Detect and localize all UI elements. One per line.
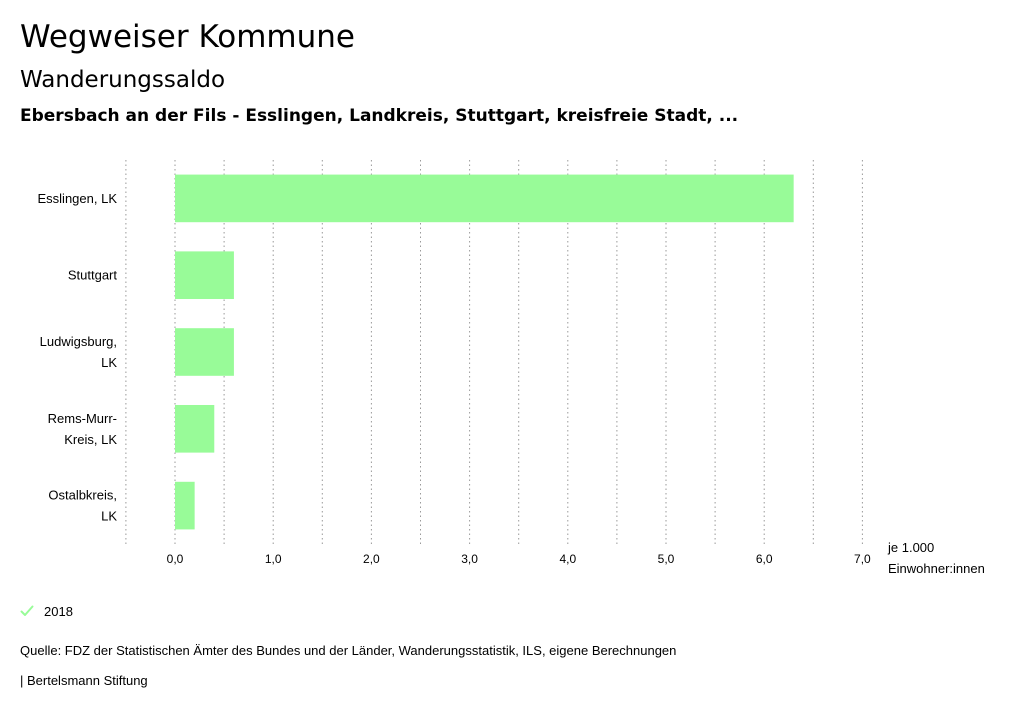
x-tick-label: 7,0 xyxy=(854,552,871,566)
x-tick-label: 0,0 xyxy=(167,552,184,566)
grid-lines xyxy=(125,160,863,544)
legend-label: 2018 xyxy=(44,603,73,619)
category-label: Stuttgart xyxy=(68,268,118,283)
x-tick-label: 1,0 xyxy=(265,552,282,566)
bar-chart: Esslingen, LK Stuttgart Ludwigsburg, LK Rems… xyxy=(38,160,985,576)
category-labels: Esslingen, LK Stuttgart Ludwigsburg, LK Rems… xyxy=(38,191,118,524)
bars xyxy=(175,174,794,530)
region-heading: Ebersbach an der Fils - Esslingen, Landk… xyxy=(20,106,739,126)
x-axis-unit-label: je 1.000 xyxy=(887,540,934,555)
chart-subtitle: Wanderungssaldo xyxy=(20,67,226,93)
bar[interactable] xyxy=(175,481,195,530)
x-tick-label: 3,0 xyxy=(461,552,478,566)
x-tick-label: 5,0 xyxy=(658,552,675,566)
page-title: Wegweiser Kommune xyxy=(20,19,355,55)
x-tick-label: 4,0 xyxy=(559,552,576,566)
legend[interactable]: 2018 xyxy=(20,601,73,621)
bar[interactable] xyxy=(175,251,234,300)
x-tick-label: 2,0 xyxy=(363,552,380,566)
category-label: Rems-Murr-Kreis, LK xyxy=(48,411,118,447)
x-axis-label: je 1.000 Einwohner:innen xyxy=(887,540,985,576)
source-note: Quelle: FDZ der Statistischen Ämter des … xyxy=(20,643,677,658)
bar[interactable] xyxy=(175,174,794,223)
category-label: Ludwigsburg, LK xyxy=(40,334,118,370)
bar[interactable] xyxy=(175,404,215,453)
x-axis-unit-label: Einwohner:innen xyxy=(888,561,985,576)
x-tick-label: 6,0 xyxy=(756,552,773,566)
check-icon xyxy=(20,605,34,617)
bar[interactable] xyxy=(175,328,234,376)
category-label: Esslingen, LK xyxy=(38,191,118,206)
x-tick-labels: 0,0 1,0 2,0 3,0 4,0 5,0 6,0 7,0 xyxy=(167,552,871,566)
category-label: Ostalbkreis, LK xyxy=(48,488,117,524)
publisher-credit: | Bertelsmann Stiftung xyxy=(20,673,148,688)
